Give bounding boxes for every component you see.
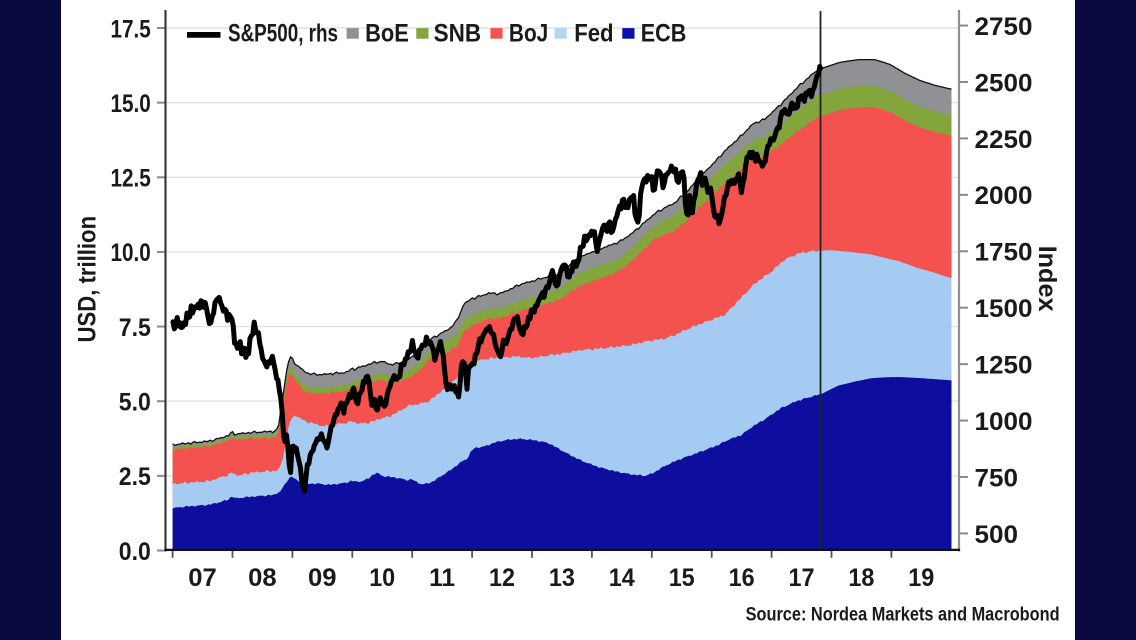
svg-text:Index: Index xyxy=(1033,246,1061,312)
svg-text:1000: 1000 xyxy=(975,408,1033,436)
svg-text:1750: 1750 xyxy=(975,239,1033,267)
svg-text:2750: 2750 xyxy=(975,13,1033,41)
svg-text:5.0: 5.0 xyxy=(119,389,151,417)
svg-text:7.5: 7.5 xyxy=(119,314,151,342)
svg-text:Source: Nordea Markets and Mac: Source: Nordea Markets and Macrobond xyxy=(746,604,1060,626)
svg-text:08: 08 xyxy=(248,564,277,592)
svg-text:0.0: 0.0 xyxy=(119,538,151,566)
svg-text:ECB: ECB xyxy=(641,20,687,48)
svg-text:12: 12 xyxy=(489,564,515,592)
svg-text:1250: 1250 xyxy=(975,352,1033,380)
svg-text:10: 10 xyxy=(369,564,395,592)
svg-text:17.5: 17.5 xyxy=(111,15,151,43)
svg-text:SNB: SNB xyxy=(434,20,482,48)
svg-text:500: 500 xyxy=(975,521,1019,549)
svg-text:17: 17 xyxy=(789,564,815,592)
svg-text:15.0: 15.0 xyxy=(111,90,151,118)
svg-text:2500: 2500 xyxy=(975,69,1033,97)
svg-text:2250: 2250 xyxy=(975,126,1033,154)
svg-text:19: 19 xyxy=(908,564,934,592)
svg-text:BoE: BoE xyxy=(365,20,409,48)
svg-text:09: 09 xyxy=(308,564,337,592)
svg-text:750: 750 xyxy=(975,464,1019,492)
svg-text:07: 07 xyxy=(188,564,217,592)
svg-text:BoJ: BoJ xyxy=(509,20,548,48)
svg-text:15: 15 xyxy=(669,564,695,592)
svg-text:16: 16 xyxy=(729,564,755,592)
svg-text:2.5: 2.5 xyxy=(119,463,151,491)
svg-text:USD, trillion: USD, trillion xyxy=(73,216,101,343)
svg-text:11: 11 xyxy=(429,564,455,592)
svg-text:1500: 1500 xyxy=(975,295,1033,323)
svg-text:13: 13 xyxy=(549,564,575,592)
svg-text:10.0: 10.0 xyxy=(111,239,151,267)
svg-text:Fed: Fed xyxy=(574,20,613,48)
svg-text:S&P500, rhs: S&P500, rhs xyxy=(228,20,338,48)
svg-text:18: 18 xyxy=(848,564,874,592)
svg-text:2000: 2000 xyxy=(975,182,1033,210)
svg-text:12.5: 12.5 xyxy=(111,165,151,193)
svg-text:14: 14 xyxy=(609,564,635,592)
